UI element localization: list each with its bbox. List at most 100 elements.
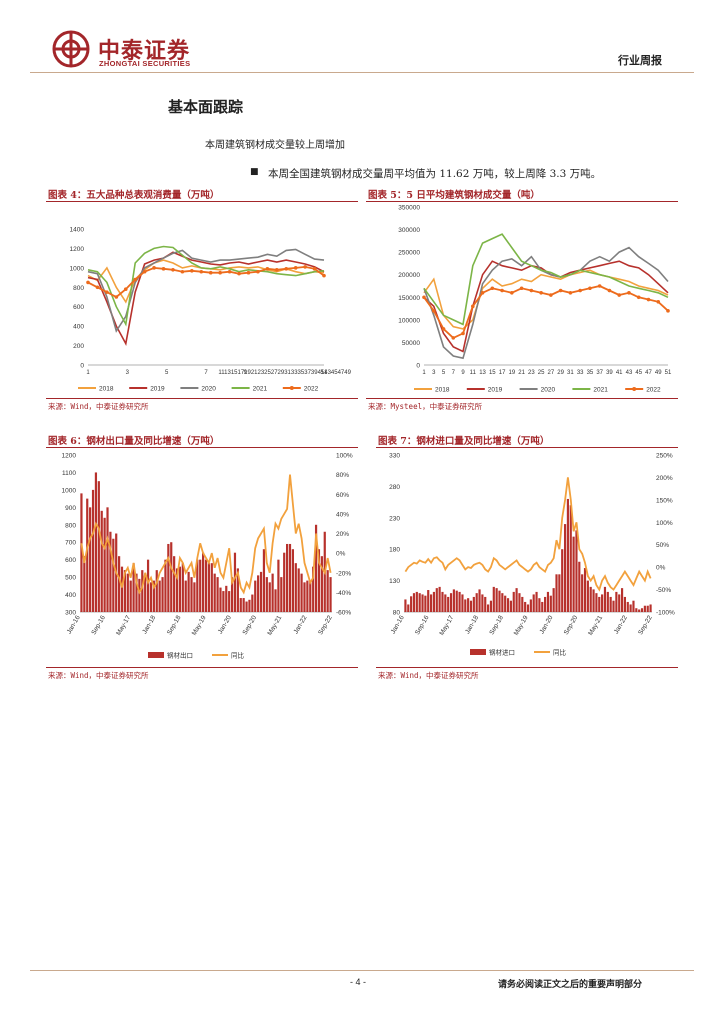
- x-tick-label: 43: [626, 370, 633, 376]
- x-tick-label: 21: [518, 370, 525, 376]
- figure-7-chart: 80 130 180 230 280 330 -100% -50% 0% 50% 100% 150% 2…: [389, 453, 675, 657]
- bullet-paragraph: 本周全国建筑钢材成交量周平均值为 11.62 万吨，较上周降 3.3 万吨。: [268, 168, 602, 180]
- bar-钢材进口: [518, 593, 521, 612]
- bar-钢材出口: [204, 559, 208, 612]
- bar-钢材进口: [435, 588, 438, 612]
- bar-钢材出口: [320, 556, 323, 612]
- y-tick-label: 600: [65, 557, 76, 564]
- bar-钢材出口: [265, 577, 268, 612]
- bar-钢材出口: [94, 472, 98, 612]
- legend-label: 2020: [201, 386, 216, 393]
- series-line-yoy: [80, 474, 332, 595]
- bar-钢材进口: [601, 594, 604, 612]
- bar-钢材进口: [458, 591, 461, 612]
- x-tick-label: 49: [655, 370, 662, 376]
- y-tick-label: 0: [416, 363, 420, 370]
- bar-钢材出口: [138, 578, 141, 612]
- series-point-2022: [171, 268, 175, 272]
- legend-swatch-bar: [470, 649, 486, 655]
- y-tick-label: 800: [65, 522, 76, 529]
- x-tick-label: 29: [557, 370, 564, 376]
- bar-钢材出口: [277, 559, 280, 612]
- series-point-2022: [265, 267, 270, 271]
- x-tick-label: 1: [422, 370, 426, 376]
- figure-7-rule: [376, 447, 678, 448]
- y-tick-label: 800: [73, 285, 84, 292]
- series-point-2022: [636, 295, 641, 300]
- y-tick-label: 50000: [402, 340, 420, 347]
- x-tick-label: 31: [567, 370, 574, 376]
- bar-钢材出口: [210, 563, 213, 612]
- x-tick-label: 33: [577, 370, 584, 376]
- y2-tick-label: 80%: [336, 472, 349, 479]
- bar-钢材进口: [615, 591, 618, 612]
- legend-label: 2021: [593, 387, 608, 394]
- y-tick-label: 700: [65, 540, 76, 547]
- series-point-2022: [617, 293, 621, 297]
- bar-钢材进口: [506, 598, 510, 612]
- x-tick-label: Sep-18: [488, 614, 505, 636]
- legend-swatch-bar: [148, 652, 164, 658]
- bar-钢材出口: [202, 552, 205, 612]
- bar-钢材出口: [283, 552, 286, 612]
- bar-钢材进口: [504, 595, 507, 612]
- bar-钢材出口: [170, 542, 173, 612]
- y2-tick-label: 20%: [336, 531, 349, 538]
- bar-钢材进口: [464, 599, 467, 612]
- bar-钢材进口: [449, 593, 453, 612]
- legend-label: 2019: [150, 386, 165, 393]
- series-point-2022: [237, 271, 241, 276]
- x-tick-label: Sep-18: [166, 614, 183, 636]
- bar-钢材进口: [569, 505, 572, 612]
- bar-钢材出口: [233, 552, 237, 612]
- x-tick-label: 7: [204, 370, 208, 376]
- bar-钢材出口: [329, 577, 332, 612]
- series-point-2022: [539, 290, 543, 295]
- bar-钢材进口: [481, 594, 484, 612]
- bar-钢材进口: [438, 586, 441, 612]
- figure-5-chart: 0 50000 100000 150000 200000 250000 300000 3500…: [398, 205, 672, 394]
- y-tick-label: 1000: [62, 487, 77, 494]
- x-tick-label: May-21: [587, 614, 604, 637]
- bar-钢材进口: [452, 589, 455, 612]
- series-point-2022: [322, 273, 326, 278]
- x-tick-label: Sep-22: [317, 614, 334, 636]
- bar-钢材进口: [529, 599, 532, 612]
- bar-钢材进口: [535, 591, 538, 612]
- bar-钢材出口: [242, 598, 245, 612]
- bar-钢材出口: [219, 587, 222, 612]
- bar-钢材出口: [213, 573, 216, 612]
- bar-钢材出口: [280, 577, 283, 612]
- bar-钢材进口: [612, 600, 615, 612]
- bar-钢材出口: [155, 570, 158, 612]
- bar-钢材出口: [86, 498, 89, 612]
- series-point-2022: [199, 269, 204, 274]
- bar-钢材出口: [251, 594, 254, 612]
- bar-钢材出口: [245, 601, 248, 612]
- bar-钢材进口: [475, 593, 478, 612]
- bar-钢材出口: [262, 549, 266, 612]
- bar-钢材进口: [566, 498, 569, 612]
- bar-钢材出口: [216, 577, 219, 612]
- figure-6-title: 图表 6：钢材出口量及同比增速（万吨）: [48, 436, 220, 447]
- series-point-2022: [529, 288, 534, 293]
- bar-钢材出口: [222, 591, 225, 612]
- series-point-2022: [451, 336, 456, 340]
- legend-label: 钢材出口: [167, 651, 193, 660]
- figure-5-title: 图表 5：5 日平均建筑钢材成交量（吨）: [368, 190, 540, 201]
- y-tick-label: 300: [65, 610, 76, 617]
- series-point-2022: [303, 265, 307, 269]
- y-tick-label: 330: [389, 453, 400, 460]
- y-tick-label: 900: [65, 505, 76, 512]
- x-tick-label: 9: [461, 370, 465, 376]
- bar-钢材出口: [149, 582, 153, 612]
- bar-钢材出口: [178, 566, 182, 612]
- x-tick-label: 41: [616, 370, 623, 376]
- bar-钢材进口: [512, 591, 515, 612]
- y2-tick-label: 0%: [336, 551, 346, 558]
- bullet-marker: ■: [250, 167, 259, 177]
- y2-tick-label: 150%: [656, 497, 673, 504]
- x-tick-label: Sep-20: [563, 614, 580, 636]
- bar-钢材进口: [487, 604, 490, 612]
- bar-钢材进口: [592, 589, 595, 612]
